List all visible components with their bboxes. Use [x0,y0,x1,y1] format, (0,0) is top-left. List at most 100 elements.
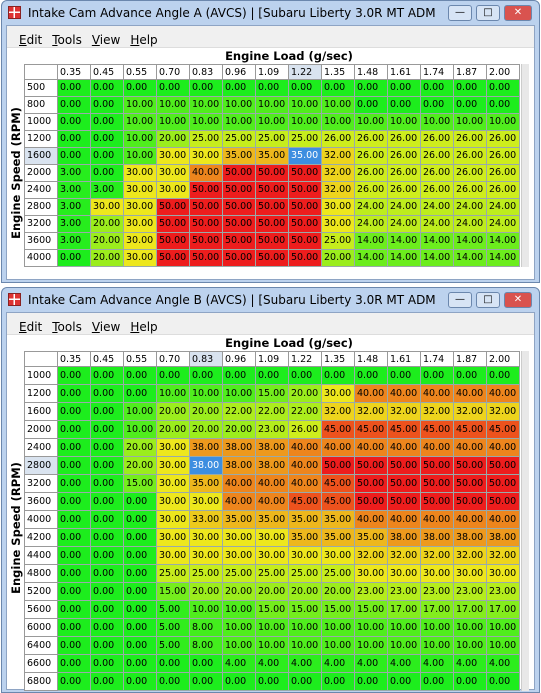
table-cell[interactable]: 0.00 [256,80,289,97]
table-cell[interactable]: 30.00 [190,148,223,165]
table-cell[interactable]: 0.00 [91,619,124,637]
table-cell[interactable]: 0.00 [388,367,421,385]
table-cell[interactable]: 10.00 [355,114,388,131]
table-cell[interactable]: 30.00 [124,216,157,233]
table-cell[interactable]: 50.00 [289,216,322,233]
table-cell[interactable]: 33.00 [190,511,223,529]
table-cell[interactable]: 35.00 [322,511,355,529]
table-cell[interactable]: 35.00 [190,475,223,493]
table-cell[interactable]: 26.00 [454,131,487,148]
table-cell[interactable]: 0.00 [190,673,223,691]
table-cell[interactable]: 26.00 [355,148,388,165]
table-cell[interactable]: 32.00 [421,547,454,565]
table-cell[interactable]: 40.00 [487,439,520,457]
table-cell[interactable]: 3.00 [58,199,91,216]
table-cell[interactable]: 40.00 [322,439,355,457]
table-cell[interactable]: 23.00 [355,583,388,601]
table-cell[interactable]: 30.00 [322,216,355,233]
table-cell[interactable]: 20.00 [91,250,124,267]
table-cell[interactable]: 0.00 [91,131,124,148]
table-cell[interactable]: 0.00 [58,637,91,655]
table-cell[interactable]: 45.00 [322,421,355,439]
table-cell[interactable]: 40.00 [223,493,256,511]
table-cell[interactable]: 40.00 [190,165,223,182]
table-cell[interactable]: 8.00 [190,619,223,637]
table-cell[interactable]: 0.00 [124,583,157,601]
table-cell[interactable]: 30.00 [388,565,421,583]
table-cell[interactable]: 50.00 [487,475,520,493]
table-cell[interactable]: 10.00 [157,385,190,403]
table-cell[interactable]: 0.00 [58,131,91,148]
table-cell[interactable]: 50.00 [256,165,289,182]
table-cell[interactable]: 45.00 [322,493,355,511]
table-cell[interactable]: 0.00 [91,97,124,114]
table-cell[interactable]: 30.00 [190,529,223,547]
table-cell[interactable]: 30.00 [322,385,355,403]
table-cell[interactable]: 0.00 [58,493,91,511]
table-cell[interactable]: 50.00 [289,199,322,216]
table-cell[interactable]: 0.00 [124,565,157,583]
table-cell[interactable]: 0.00 [91,475,124,493]
maximize-button[interactable]: □ [476,5,500,21]
menu-item[interactable]: Edit [19,33,43,47]
table-cell[interactable]: 20.00 [124,439,157,457]
table-cell[interactable]: 0.00 [355,80,388,97]
table-cell[interactable]: 0.00 [58,80,91,97]
table-cell[interactable]: 26.00 [487,131,520,148]
table-cell[interactable]: 40.00 [355,439,388,457]
table-cell[interactable]: 0.00 [256,367,289,385]
table-cell[interactable]: 0.00 [355,367,388,385]
table-cell[interactable]: 3.00 [58,182,91,199]
table-cell[interactable]: 0.00 [256,673,289,691]
table-cell[interactable]: 10.00 [124,114,157,131]
table-cell[interactable]: 24.00 [421,216,454,233]
table-cell[interactable]: 20.00 [289,385,322,403]
table-cell[interactable]: 40.00 [487,511,520,529]
table-cell[interactable]: 14.00 [454,233,487,250]
table-cell[interactable]: 10.00 [421,637,454,655]
table-cell[interactable]: 40.00 [256,475,289,493]
table-cell[interactable]: 30.00 [157,529,190,547]
table-cell[interactable]: 0.00 [487,367,520,385]
table-cell[interactable]: 22.00 [256,403,289,421]
table-cell[interactable]: 20.00 [157,131,190,148]
table-cell[interactable]: 0.00 [91,655,124,673]
table-cell[interactable]: 0.00 [355,97,388,114]
table-cell[interactable]: 3.00 [91,182,124,199]
table-cell[interactable]: 4.00 [421,655,454,673]
table-cell[interactable]: 38.00 [256,457,289,475]
table-cell[interactable]: 25.00 [322,565,355,583]
table-cell[interactable]: 40.00 [289,457,322,475]
table-cell[interactable]: 0.00 [421,80,454,97]
table-cell[interactable]: 0.00 [157,367,190,385]
table-cell[interactable]: 40.00 [421,511,454,529]
table-cell[interactable]: 0.00 [124,655,157,673]
table-cell[interactable]: 4.00 [388,655,421,673]
table-cell[interactable]: 32.00 [421,403,454,421]
table-cell[interactable]: 26.00 [421,182,454,199]
table-cell[interactable]: 15.00 [157,583,190,601]
table-cell[interactable]: 30.00 [124,165,157,182]
table-cell[interactable]: 30.00 [190,493,223,511]
table-cell[interactable]: 30.00 [322,547,355,565]
table-cell[interactable]: 0.00 [124,673,157,691]
table-cell[interactable]: 0.00 [355,673,388,691]
table-cell[interactable]: 0.00 [223,80,256,97]
table-cell[interactable]: 0.00 [58,655,91,673]
table-cell[interactable]: 0.00 [388,673,421,691]
table-cell[interactable]: 24.00 [421,199,454,216]
table-cell[interactable]: 35.00 [289,529,322,547]
table-cell[interactable]: 14.00 [421,250,454,267]
table-cell[interactable]: 40.00 [454,511,487,529]
table-cell[interactable]: 20.00 [157,421,190,439]
table-cell[interactable]: 0.00 [388,80,421,97]
table-cell[interactable]: 23.00 [454,583,487,601]
table-cell[interactable]: 45.00 [487,421,520,439]
table-cell[interactable]: 30.00 [454,565,487,583]
table-cell[interactable]: 50.00 [454,493,487,511]
table-cell[interactable]: 30.00 [157,148,190,165]
table-cell[interactable]: 45.00 [388,421,421,439]
table-cell[interactable]: 0.00 [58,619,91,637]
table-cell[interactable]: 0.00 [190,80,223,97]
table-cell[interactable]: 14.00 [421,233,454,250]
